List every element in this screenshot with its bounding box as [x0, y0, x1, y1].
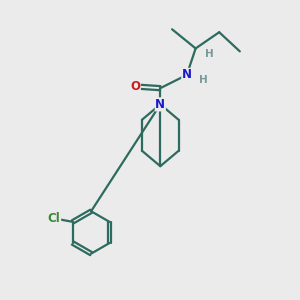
Text: N: N — [182, 68, 192, 81]
Text: O: O — [130, 80, 140, 93]
Text: H: H — [199, 75, 207, 85]
Text: H: H — [205, 49, 213, 59]
Text: Cl: Cl — [48, 212, 61, 225]
Text: N: N — [155, 98, 165, 111]
